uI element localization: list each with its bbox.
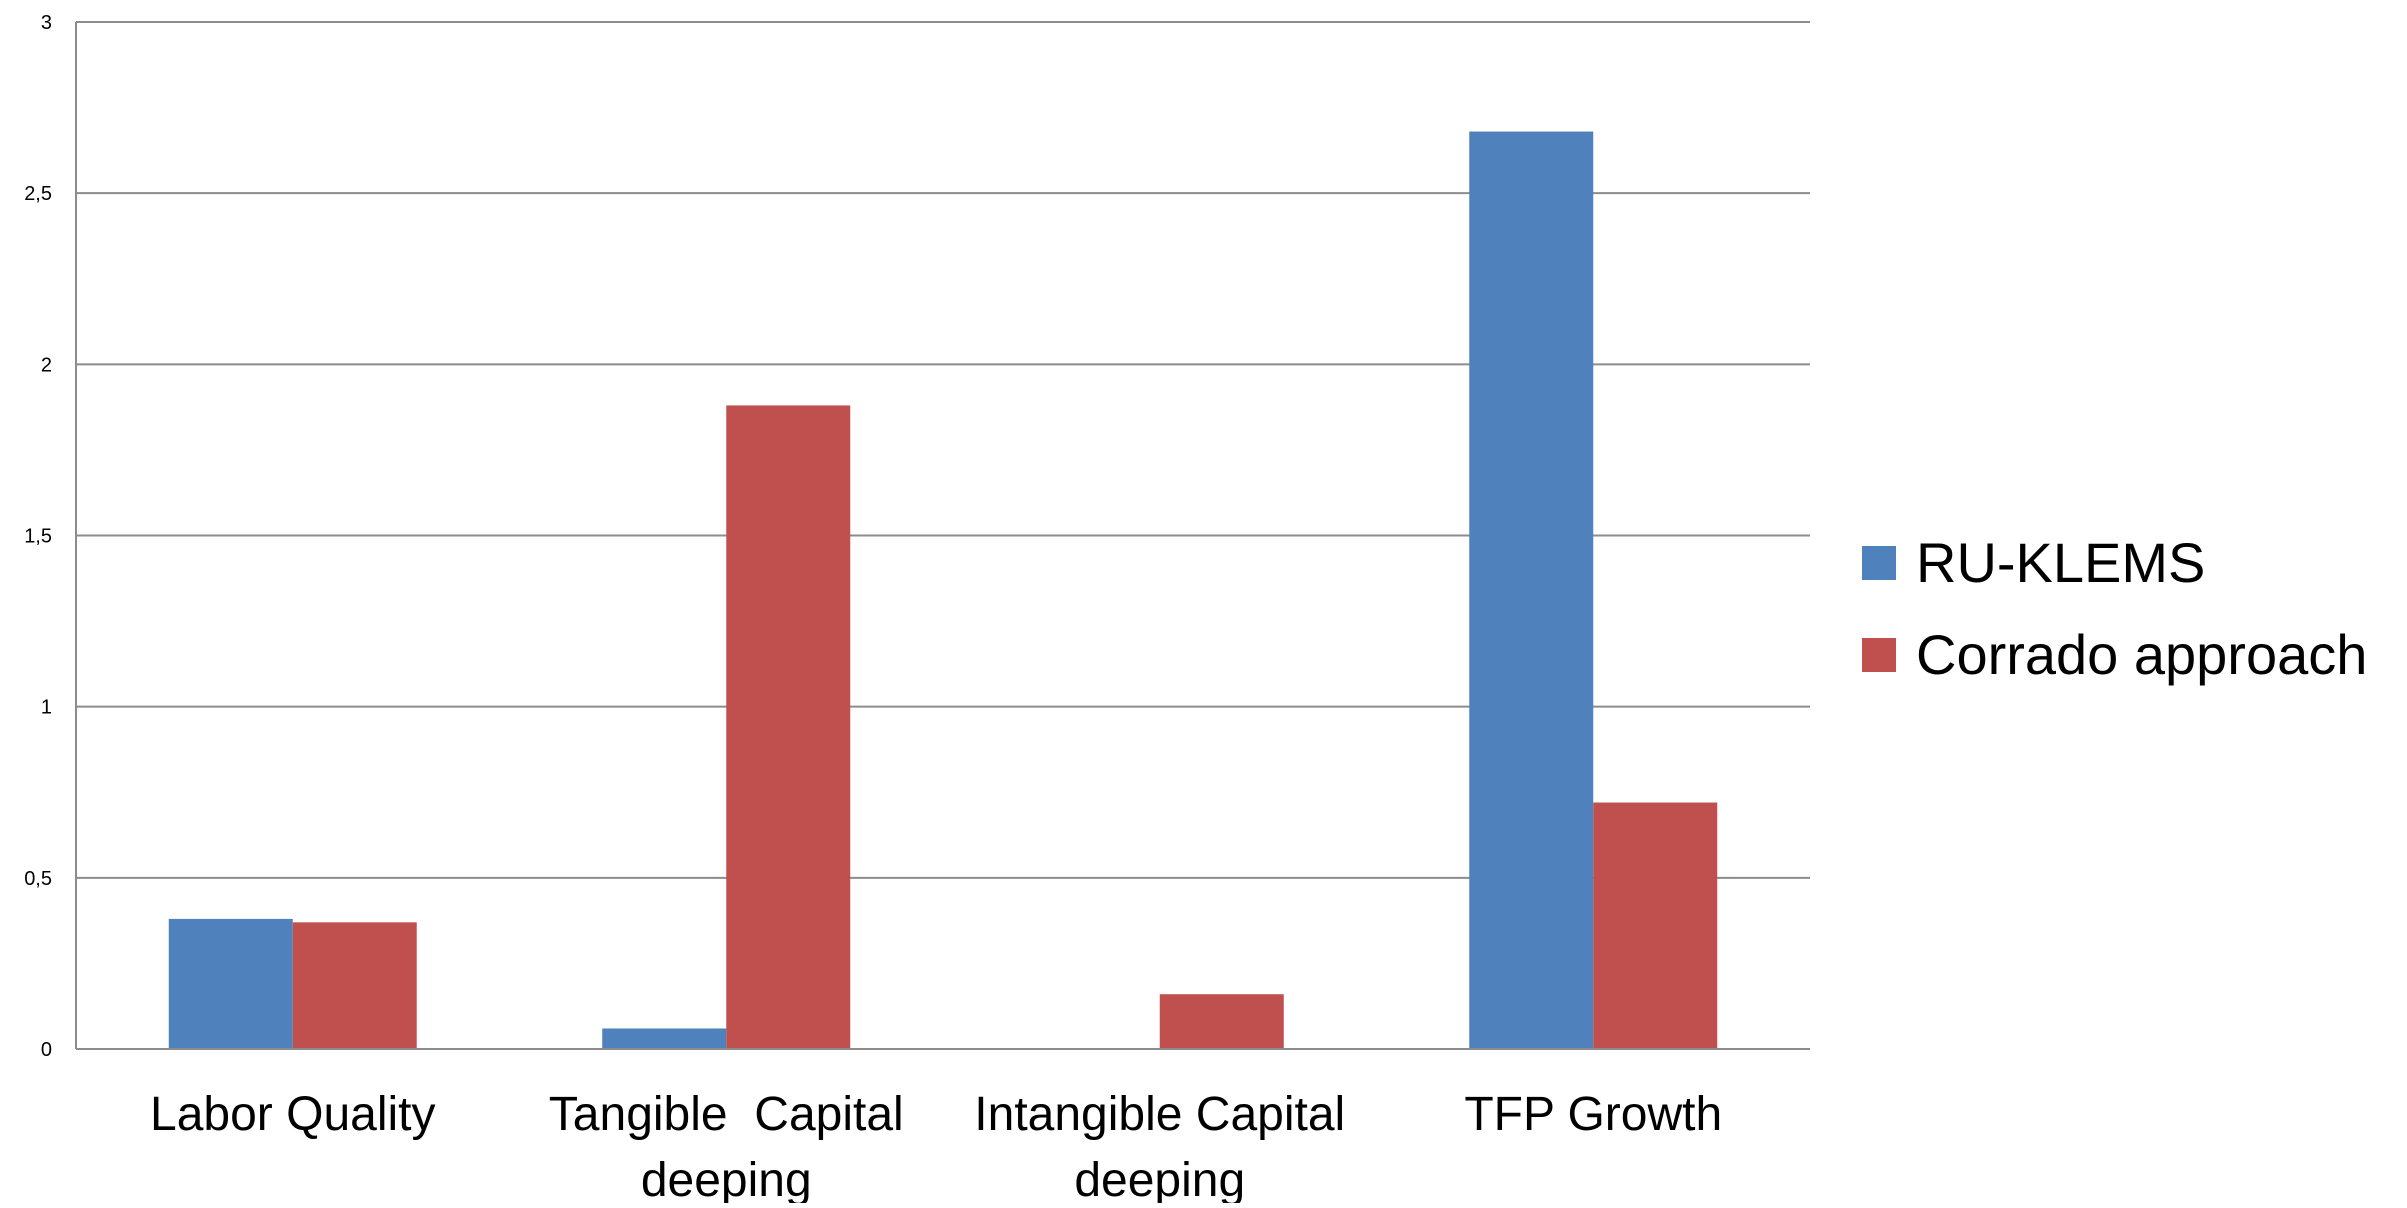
y-tick-label: 2: [41, 354, 52, 376]
x-tick-label-line: Intangible Capital: [974, 1088, 1345, 1141]
y-tick-label: 0: [41, 1039, 52, 1061]
y-tick-label: 1,5: [24, 526, 52, 548]
x-tick-label-line: Labor Quality: [150, 1088, 436, 1141]
bar-corrado-approach-3: [1593, 802, 1718, 1049]
bar-corrado-approach-0: [292, 922, 417, 1049]
x-tick-label: Tangible Capital deeping: [549, 1088, 904, 1203]
bars: [168, 131, 1718, 1050]
x-tick-label-line: deeping: [1074, 1154, 1245, 1203]
y-tick-label: 3: [41, 12, 52, 34]
y-tick-label: 0,5: [24, 868, 52, 890]
bar-ru-klems-0: [168, 918, 293, 1049]
x-tick-labels: Labor Quality Tangible Capital deepingInta…: [150, 1088, 1722, 1207]
bar-ru-klems-1: [602, 1028, 727, 1049]
x-tick-label-line: TFP Growth: [1464, 1088, 1722, 1141]
x-tick-label: Intangible Capital deeping: [974, 1088, 1345, 1203]
x-tick-label: Labor Quality: [150, 1088, 436, 1141]
y-tick-label: 2,5: [24, 183, 52, 205]
x-tick-label: TFP Growth: [1464, 1088, 1722, 1141]
legend: RU-KLEMS Corrado approach: [1862, 531, 2367, 686]
legend-label: RU-KLEMS: [1916, 531, 2205, 594]
axes: [75, 22, 1810, 1050]
legend-swatch: [1862, 546, 1896, 580]
x-tick-label-line: deeping: [641, 1154, 812, 1203]
legend-swatch: [1862, 638, 1896, 672]
y-tick-label: 1: [41, 697, 52, 719]
y-tick-labels: 0 0,5 1 1,5 2 2,5 3: [24, 12, 52, 1061]
legend-label: Corrado approach: [1916, 623, 2367, 686]
bar-ru-klems-3: [1469, 131, 1594, 1050]
bar-corrado-approach-2: [1159, 994, 1284, 1049]
x-tick-label-line: Tangible Capital: [549, 1088, 904, 1141]
bar-corrado-approach-1: [726, 405, 851, 1049]
